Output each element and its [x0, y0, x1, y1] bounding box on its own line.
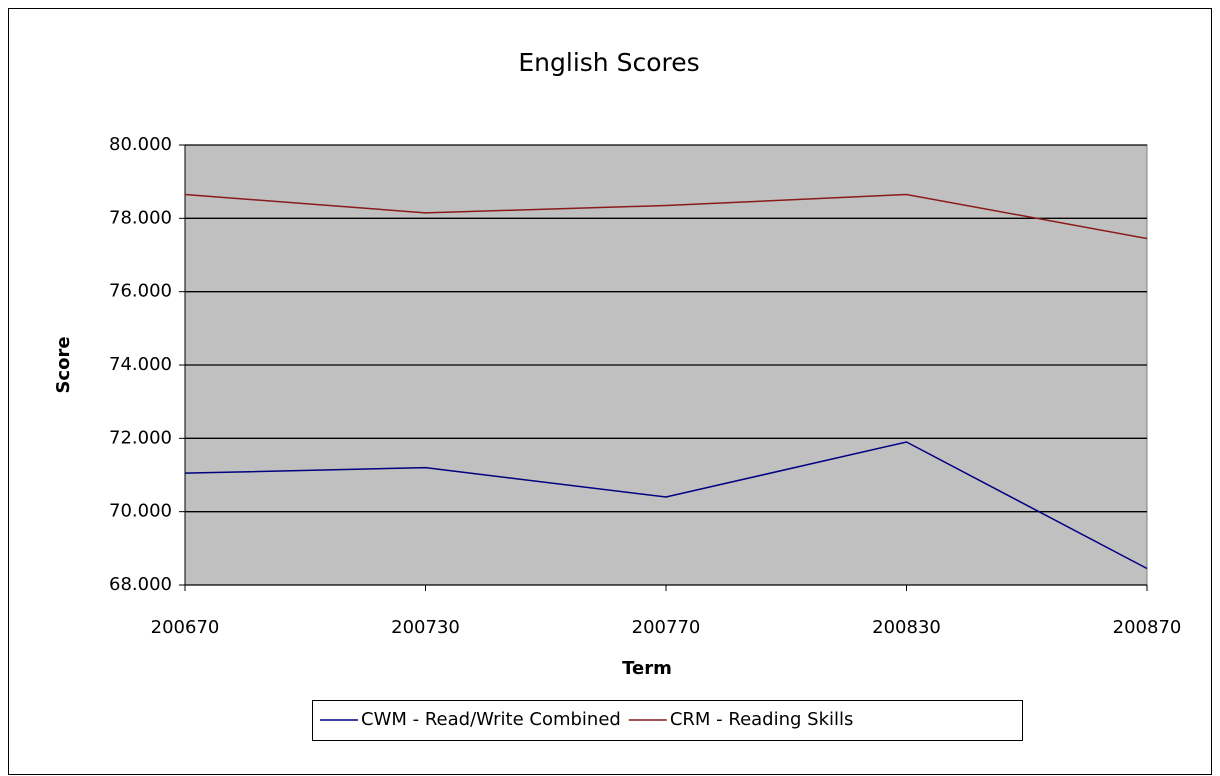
y-tick-label: 78.000 [109, 207, 172, 228]
y-tick-label: 80.000 [109, 134, 172, 155]
y-tick-label: 68.000 [109, 574, 172, 595]
series-line [184, 193, 1148, 240]
legend-label: CWM - Read/Write Combined [361, 709, 621, 730]
series-line [184, 441, 1148, 570]
x-axis-title: Term [622, 658, 672, 679]
x-tick-label: 200830 [872, 617, 941, 638]
x-tick-label: 200670 [151, 617, 220, 638]
x-tick-label: 200770 [632, 617, 701, 638]
y-tick-label: 76.000 [109, 281, 172, 302]
y-axis-title: Score [53, 336, 74, 393]
legend [312, 700, 1023, 741]
y-tick-label: 70.000 [109, 501, 172, 522]
y-tick-label: 74.000 [109, 354, 172, 375]
legend-label: CRM - Reading Skills [670, 709, 854, 730]
x-tick-label: 200730 [391, 617, 460, 638]
y-tick-label: 72.000 [109, 427, 172, 448]
x-tick-label: 200870 [1113, 617, 1182, 638]
chart-title: English Scores [518, 48, 699, 77]
